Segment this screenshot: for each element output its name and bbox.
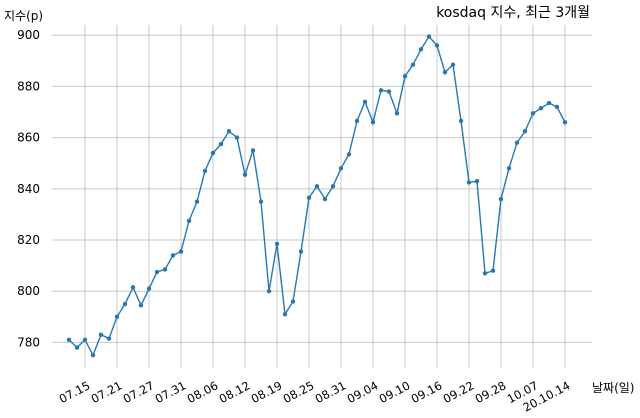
y-tick-label: 880 — [17, 79, 40, 93]
x-tick-label: 09.28 — [473, 378, 509, 406]
y-tick-label: 900 — [17, 28, 40, 42]
data-point — [74, 345, 80, 350]
data-point — [546, 100, 552, 106]
data-point — [490, 268, 496, 273]
x-tick-label: 08.19 — [249, 378, 285, 406]
data-point — [450, 62, 456, 67]
data-point — [154, 269, 160, 275]
y-tick-label: 780 — [17, 335, 40, 349]
data-point — [514, 140, 520, 145]
x-tick-label: 08.12 — [217, 378, 253, 406]
data-point — [194, 199, 200, 204]
x-tick-label: 07.21 — [89, 378, 125, 406]
x-tick-label: 09.16 — [409, 378, 445, 406]
data-point — [482, 271, 488, 276]
data-point — [290, 299, 296, 304]
data-point — [202, 168, 208, 174]
data-point — [466, 180, 472, 185]
x-tick-label: 08.31 — [313, 378, 349, 406]
data-point — [458, 118, 464, 124]
data-point — [258, 199, 264, 204]
data-point — [266, 289, 272, 294]
grid-layer — [52, 25, 592, 368]
data-point — [506, 166, 512, 171]
data-point — [554, 104, 560, 110]
data-point — [66, 337, 72, 343]
data-point — [426, 34, 432, 39]
data-point — [314, 184, 320, 189]
x-tick-label: 07.15 — [57, 378, 93, 406]
data-point — [346, 152, 352, 157]
data-point — [298, 249, 304, 254]
y-tick-label: 820 — [17, 233, 40, 247]
data-point — [234, 135, 240, 140]
data-point — [242, 172, 248, 177]
data-point — [378, 88, 384, 93]
y-tick-label: 860 — [17, 131, 40, 145]
data-point — [130, 285, 136, 290]
x-axis-label: 날짜(일) — [592, 381, 634, 395]
data-point — [114, 314, 120, 320]
y-tick-label: 800 — [17, 284, 40, 298]
series-line — [68, 35, 566, 357]
data-point — [370, 120, 376, 125]
data-point — [250, 148, 256, 153]
data-point — [410, 62, 416, 67]
data-point — [498, 196, 504, 202]
data-point — [122, 301, 128, 307]
data-point — [138, 303, 144, 308]
data-point — [322, 196, 328, 202]
data-point — [338, 166, 344, 171]
data-point — [330, 184, 336, 189]
x-tick-label: 09.04 — [345, 378, 381, 406]
data-point — [530, 111, 536, 116]
data-point — [402, 73, 408, 79]
data-point — [282, 312, 288, 317]
x-tick-label: 09.10 — [377, 378, 413, 406]
data-point — [474, 178, 480, 184]
data-point — [386, 89, 392, 94]
data-point — [538, 105, 544, 111]
x-tick-label: 07.27 — [121, 378, 157, 406]
data-point — [442, 70, 448, 75]
data-point — [354, 118, 360, 124]
data-point — [418, 47, 424, 52]
data-point — [362, 99, 368, 104]
data-point — [210, 150, 216, 156]
data-point — [146, 286, 152, 291]
x-tick-label: 07.31 — [153, 378, 189, 406]
data-point — [106, 336, 112, 341]
data-point — [274, 241, 280, 247]
data-point — [186, 218, 192, 224]
series-kosdaq — [66, 34, 568, 358]
y-axis-label: 지수(p) — [4, 9, 43, 23]
data-point — [306, 195, 312, 200]
data-point — [82, 337, 88, 343]
data-point — [170, 253, 176, 258]
x-tick-label: 08.25 — [281, 378, 317, 406]
x-tick-label: 09.22 — [441, 378, 477, 406]
data-point — [218, 141, 224, 147]
y-tick-label: 840 — [17, 182, 40, 196]
data-point — [178, 249, 184, 254]
data-point — [90, 353, 96, 358]
data-point — [434, 43, 440, 48]
chart-title: kosdaq 지수, 최근 3개월 — [436, 5, 590, 21]
data-point — [522, 129, 528, 134]
data-point — [226, 129, 232, 134]
data-point — [394, 111, 400, 116]
data-point — [562, 120, 568, 125]
data-point — [98, 332, 104, 337]
x-tick-label: 08.06 — [185, 378, 221, 406]
data-point — [162, 267, 168, 272]
